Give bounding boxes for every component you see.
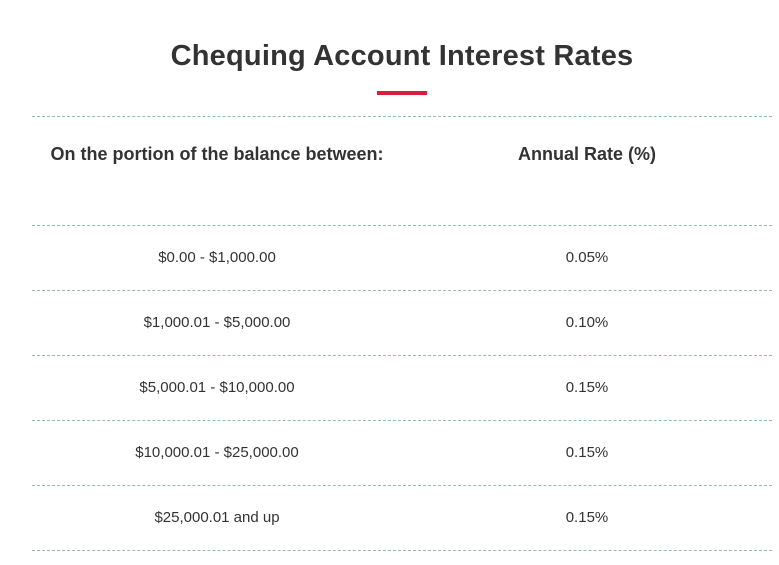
annual-rate-cell: 0.05% [565,249,609,266]
table-divider [32,420,772,421]
table-divider [32,550,772,551]
table-divider [32,290,772,291]
table-divider [32,485,772,486]
balance-range-cell: $0.00 - $1,000.00 [158,249,276,266]
balance-range-cell: $1,000.01 - $5,000.00 [143,314,291,331]
table-divider [32,355,772,356]
annual-rate-cell: 0.15% [565,509,609,526]
balance-range-cell: $5,000.01 - $10,000.00 [139,379,295,396]
annual-rate-cell: 0.10% [565,314,609,331]
balance-range-cell: $25,000.01 and up [154,509,280,526]
annual-rate-cell: 0.15% [565,379,609,396]
title-accent-bar [377,91,427,95]
table-divider [32,116,772,117]
table-divider [32,225,772,226]
page-title: Chequing Account Interest Rates [170,40,634,72]
column-header-balance: On the portion of the balance between: [50,144,384,164]
column-header-rate: Annual Rate (%) [517,144,656,164]
annual-rate-cell: 0.15% [565,444,609,461]
balance-range-cell: $10,000.01 - $25,000.00 [135,444,299,461]
